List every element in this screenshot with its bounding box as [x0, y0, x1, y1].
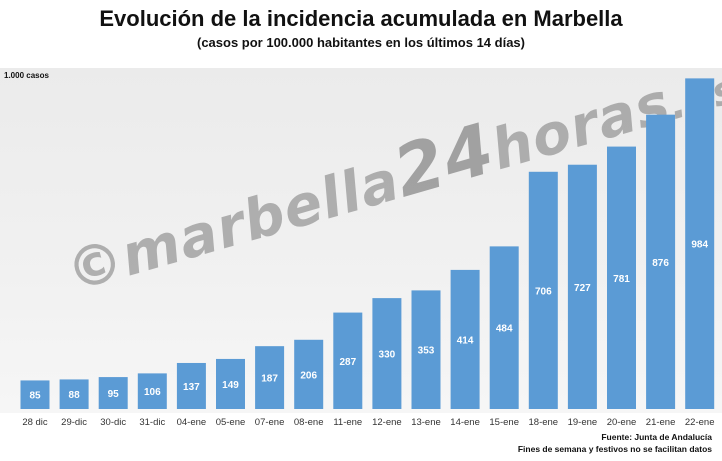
- data-label: 95: [108, 389, 120, 400]
- bar-15-ene: [489, 246, 519, 409]
- data-label: 706: [535, 286, 552, 297]
- chart-title: Evolución de la incidencia acumulada en …: [99, 6, 623, 31]
- data-label: 206: [300, 370, 317, 381]
- data-label: 106: [144, 387, 161, 398]
- x-tick-label: 12-ene: [372, 417, 402, 428]
- x-tick-label: 08-ene: [294, 417, 324, 428]
- bar-31-dic: [137, 373, 167, 409]
- footnote: Fines de semana y festivos no se facilit…: [517, 444, 712, 454]
- x-tick-label: 07-ene: [255, 417, 285, 428]
- data-label: 85: [29, 391, 41, 402]
- x-tick-label: 21-ene: [646, 417, 676, 428]
- data-label: 781: [613, 274, 630, 285]
- bar-28 dic: [20, 380, 50, 409]
- source-note: Fuente: Junta de Andalucía: [601, 432, 712, 442]
- bar-05-ene: [216, 358, 245, 409]
- x-tick-label: 18-ene: [529, 417, 559, 428]
- x-tick-label: 15-ene: [489, 417, 519, 428]
- bar-30-dic: [98, 377, 128, 409]
- data-label: 330: [379, 350, 396, 361]
- data-label: 137: [183, 382, 200, 393]
- bar-21-ene: [646, 114, 676, 409]
- data-label: 287: [339, 357, 356, 368]
- bar-12-ene: [372, 298, 402, 409]
- bar-08-ene: [294, 339, 324, 409]
- x-tick-label: 22-ene: [685, 417, 715, 428]
- x-tick-label: 20-ene: [607, 417, 637, 428]
- x-tick-label: 04-ene: [177, 417, 207, 428]
- bar-19-ene: [567, 164, 597, 409]
- bar-11-ene: [333, 312, 363, 409]
- bar-13-ene: [411, 290, 441, 409]
- data-label: 414: [457, 335, 474, 346]
- x-tick-label: 30-dic: [100, 417, 126, 428]
- chart-subtitle: (casos por 100.000 habitantes en los últ…: [196, 35, 525, 50]
- bar-20-ene: [607, 146, 636, 410]
- x-tick-label: 13-ene: [411, 417, 441, 428]
- data-label: 984: [691, 240, 708, 251]
- bar-14-ene: [450, 269, 480, 409]
- x-tick-label: 11-ene: [333, 417, 362, 428]
- data-label: 727: [574, 283, 591, 294]
- data-label: 149: [222, 380, 239, 391]
- x-tick-label: 29-dic: [61, 417, 87, 428]
- x-tick-label: 31-dic: [139, 417, 165, 428]
- bar-04-ene: [176, 362, 206, 409]
- bar-29-dic: [59, 379, 89, 409]
- x-tick-label: 19-ene: [568, 417, 598, 428]
- data-label: 876: [652, 258, 669, 269]
- x-tick-label: 14-ene: [450, 417, 480, 428]
- bar-07-ene: [255, 346, 285, 409]
- data-label: 88: [69, 390, 81, 401]
- bar-22-ene: [685, 78, 715, 409]
- x-tick-label: 05-ene: [216, 417, 246, 428]
- x-tick-label: 28 dic: [22, 417, 48, 428]
- data-label: 484: [496, 324, 513, 335]
- data-label: 187: [261, 374, 278, 385]
- data-label: 353: [418, 346, 435, 357]
- y-max-label: 1.000 casos: [4, 71, 49, 80]
- bar-18-ene: [528, 171, 558, 409]
